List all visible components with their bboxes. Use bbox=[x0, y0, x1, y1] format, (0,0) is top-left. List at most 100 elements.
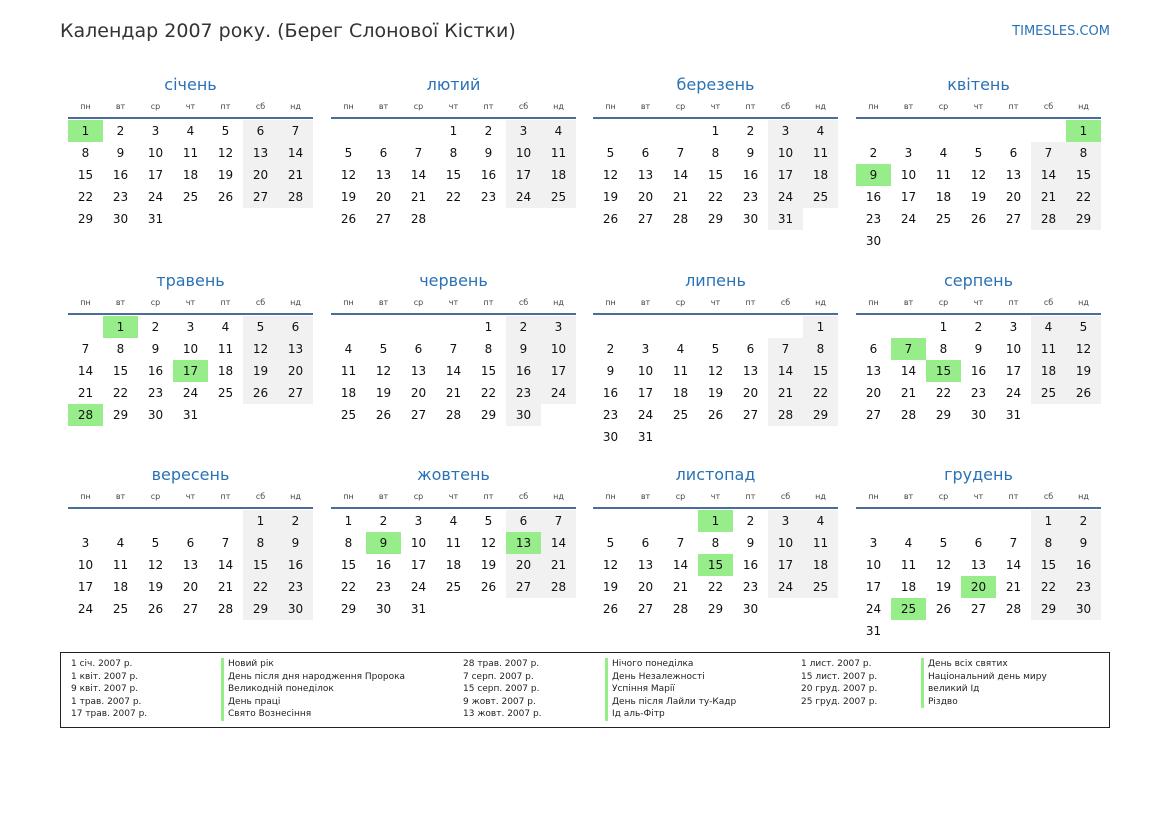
day-cell[interactable]: 2 bbox=[746, 124, 755, 138]
day-cell[interactable]: 4 bbox=[939, 146, 948, 160]
day-cell[interactable]: 5 bbox=[243, 316, 278, 338]
day-cell[interactable]: 23 bbox=[865, 212, 882, 226]
day-cell[interactable]: 15 bbox=[340, 558, 357, 572]
day-cell[interactable]: 7 bbox=[676, 146, 685, 160]
day-cell[interactable]: 17 bbox=[637, 386, 654, 400]
day-cell[interactable]: 24 bbox=[147, 190, 164, 204]
day-cell[interactable]: 2 bbox=[974, 320, 983, 334]
day-cell[interactable]: 22 bbox=[707, 580, 724, 594]
day-cell[interactable]: 23 bbox=[970, 386, 987, 400]
day-cell[interactable]: 28 bbox=[217, 602, 234, 616]
day-cell[interactable]: 18 bbox=[900, 580, 917, 594]
day-cell[interactable]: 3 bbox=[641, 342, 650, 356]
day-cell[interactable]: 13 bbox=[410, 364, 427, 378]
day-cell[interactable]: 4 bbox=[449, 514, 458, 528]
day-cell[interactable]: 7 bbox=[81, 342, 90, 356]
day-cell[interactable]: 17 bbox=[768, 164, 803, 186]
day-cell[interactable]: 29 bbox=[707, 212, 724, 226]
day-cell[interactable]: 31 bbox=[182, 408, 199, 422]
day-cell[interactable]: 27 bbox=[742, 408, 759, 422]
day-cell[interactable]: 6 bbox=[414, 342, 423, 356]
day-cell[interactable]: 26 bbox=[480, 580, 497, 594]
day-cell[interactable]: 7 bbox=[676, 536, 685, 550]
day-cell[interactable]: 25 bbox=[340, 408, 357, 422]
day-cell[interactable]: 5 bbox=[151, 536, 160, 550]
day-cell[interactable]: 8 bbox=[1066, 142, 1101, 164]
day-cell[interactable]: 13 bbox=[182, 558, 199, 572]
day-cell[interactable]: 10 bbox=[506, 142, 541, 164]
holiday-cell[interactable]: 9 bbox=[366, 532, 401, 554]
day-cell[interactable]: 4 bbox=[116, 536, 125, 550]
day-cell[interactable]: 10 bbox=[1005, 342, 1022, 356]
day-cell[interactable]: 26 bbox=[707, 408, 724, 422]
holiday-cell[interactable]: 20 bbox=[961, 576, 996, 598]
day-cell[interactable]: 10 bbox=[768, 532, 803, 554]
day-cell[interactable]: 27 bbox=[637, 602, 654, 616]
day-cell[interactable]: 20 bbox=[375, 190, 392, 204]
day-cell[interactable]: 27 bbox=[865, 408, 882, 422]
day-cell[interactable]: 12 bbox=[602, 168, 619, 182]
site-logo[interactable]: TIMESLES.COM bbox=[1012, 24, 1110, 39]
day-cell[interactable]: 15 bbox=[77, 168, 94, 182]
day-cell[interactable]: 21 bbox=[672, 190, 689, 204]
day-cell[interactable]: 25 bbox=[445, 580, 462, 594]
day-cell[interactable]: 22 bbox=[243, 576, 278, 598]
day-cell[interactable]: 24 bbox=[768, 576, 803, 598]
day-cell[interactable]: 28 bbox=[900, 408, 917, 422]
day-cell[interactable]: 7 bbox=[541, 510, 576, 532]
day-cell[interactable]: 7 bbox=[414, 146, 423, 160]
day-cell[interactable]: 9 bbox=[1066, 532, 1101, 554]
day-cell[interactable]: 27 bbox=[375, 212, 392, 226]
day-cell[interactable]: 1 bbox=[243, 510, 278, 532]
day-cell[interactable]: 8 bbox=[116, 342, 125, 356]
day-cell[interactable]: 25 bbox=[1031, 382, 1066, 404]
day-cell[interactable]: 1 bbox=[803, 316, 838, 338]
day-cell[interactable]: 29 bbox=[112, 408, 129, 422]
day-cell[interactable]: 12 bbox=[340, 168, 357, 182]
day-cell[interactable]: 20 bbox=[742, 386, 759, 400]
day-cell[interactable]: 1 bbox=[449, 124, 458, 138]
day-cell[interactable]: 17 bbox=[506, 164, 541, 186]
day-cell[interactable]: 9 bbox=[746, 146, 755, 160]
day-cell[interactable]: 17 bbox=[541, 360, 576, 382]
day-cell[interactable]: 11 bbox=[672, 364, 689, 378]
day-cell[interactable]: 9 bbox=[974, 342, 983, 356]
day-cell[interactable]: 11 bbox=[935, 168, 952, 182]
day-cell[interactable]: 17 bbox=[147, 168, 164, 182]
day-cell[interactable]: 3 bbox=[414, 514, 423, 528]
day-cell[interactable]: 20 bbox=[637, 190, 654, 204]
day-cell[interactable]: 8 bbox=[484, 342, 493, 356]
day-cell[interactable]: 6 bbox=[746, 342, 755, 356]
day-cell[interactable]: 18 bbox=[672, 386, 689, 400]
day-cell[interactable]: 16 bbox=[1066, 554, 1101, 576]
day-cell[interactable]: 13 bbox=[375, 168, 392, 182]
day-cell[interactable]: 10 bbox=[900, 168, 917, 182]
day-cell[interactable]: 26 bbox=[243, 382, 278, 404]
day-cell[interactable]: 11 bbox=[112, 558, 129, 572]
day-cell[interactable]: 3 bbox=[151, 124, 160, 138]
day-cell[interactable]: 10 bbox=[768, 142, 803, 164]
day-cell[interactable]: 3 bbox=[768, 510, 803, 532]
day-cell[interactable]: 27 bbox=[506, 576, 541, 598]
day-cell[interactable]: 4 bbox=[803, 510, 838, 532]
day-cell[interactable]: 26 bbox=[147, 602, 164, 616]
day-cell[interactable]: 11 bbox=[541, 142, 576, 164]
day-cell[interactable]: 9 bbox=[746, 536, 755, 550]
day-cell[interactable]: 6 bbox=[186, 536, 195, 550]
day-cell[interactable]: 8 bbox=[939, 342, 948, 356]
day-cell[interactable]: 30 bbox=[375, 602, 392, 616]
day-cell[interactable]: 7 bbox=[449, 342, 458, 356]
day-cell[interactable]: 28 bbox=[410, 212, 427, 226]
day-cell[interactable]: 20 bbox=[243, 164, 278, 186]
day-cell[interactable]: 15 bbox=[243, 554, 278, 576]
day-cell[interactable]: 23 bbox=[147, 386, 164, 400]
day-cell[interactable]: 18 bbox=[541, 164, 576, 186]
day-cell[interactable]: 23 bbox=[375, 580, 392, 594]
day-cell[interactable]: 11 bbox=[182, 146, 199, 160]
day-cell[interactable]: 19 bbox=[707, 386, 724, 400]
day-cell[interactable]: 23 bbox=[112, 190, 129, 204]
day-cell[interactable]: 24 bbox=[900, 212, 917, 226]
day-cell[interactable]: 24 bbox=[182, 386, 199, 400]
day-cell[interactable]: 24 bbox=[1005, 386, 1022, 400]
day-cell[interactable]: 3 bbox=[81, 536, 90, 550]
